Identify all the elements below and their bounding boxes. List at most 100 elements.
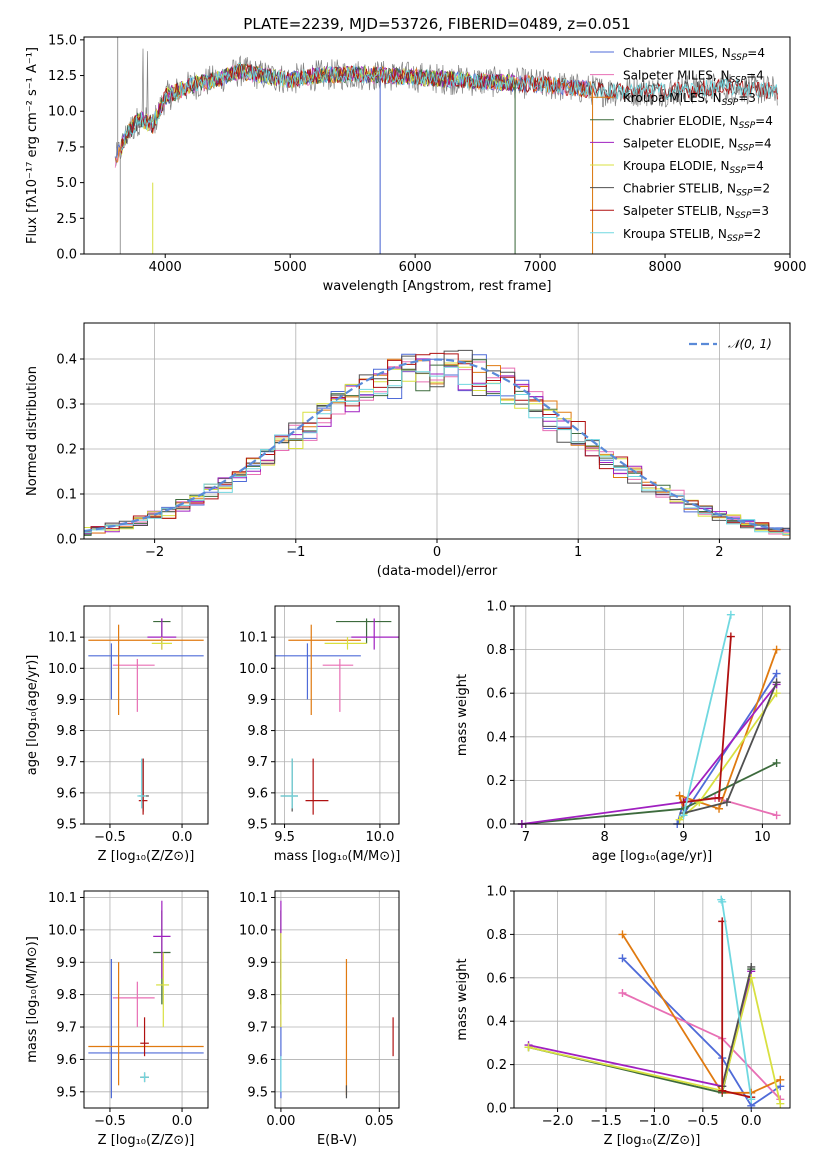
weight-marker <box>618 988 627 997</box>
errorbar-point <box>153 900 171 979</box>
y-tick-label: 0.6 <box>486 687 507 702</box>
x-tick-label: −1 <box>286 545 305 560</box>
weight-marker <box>715 804 724 813</box>
axes-frame <box>83 605 209 825</box>
y-tick-label: 2.5 <box>56 212 77 227</box>
y-tick-label: 9.6 <box>56 1053 77 1068</box>
spectrum-panel: 4000 5000 6000 7000 8000 9000 0.0 2.5 5.0 7.5 10.0… <box>25 33 807 294</box>
x-tick-label: 7 <box>522 830 530 845</box>
legend-label: Chabrier STELIB, NSSP=2 <box>623 182 770 199</box>
legend-label: Chabrier ELODIE, NSSP=4 <box>623 114 773 131</box>
weight-marker <box>675 815 684 824</box>
legend-label: Kroupa ELODIE, NSSP=4 <box>623 159 764 176</box>
y-axis-label: mass [log₁₀(M/M⊙)] <box>25 936 40 1063</box>
y-axis-label: mass weight <box>455 958 470 1040</box>
y-tick-label: 0.0 <box>486 818 507 833</box>
normal-curve <box>84 358 790 533</box>
y-tick-label: 0.2 <box>486 1058 507 1073</box>
x-axis-label: (data-model)/error <box>377 564 498 579</box>
y-tick-label: 10.0 <box>48 662 77 677</box>
errorbar-point <box>140 1017 149 1057</box>
figure-title: PLATE=2239, MJD=53726, FIBERID=0489, z=0… <box>243 15 630 33</box>
x-axis-label: wavelength [Angstrom, rest frame] <box>323 279 552 294</box>
age_vs_Z-panel: −0.5 0.0 9.5 9.6 9.7 9.8 9.9 10.0 10.1 Z [log₁₀(Z… <box>25 605 209 864</box>
axes-frame <box>83 890 209 1109</box>
x-tick-label: 9 <box>679 830 687 845</box>
weight_vs_age-panel: 7 8 9 10 0.0 0.2 0.4 0.6 0.8 1.0 age [log₁₀(age/yr… <box>455 600 791 864</box>
x-tick-label: −1.5 <box>590 1114 622 1129</box>
errorbar-point <box>280 758 298 809</box>
axes-frame <box>274 890 400 1109</box>
weight-marker <box>772 669 781 678</box>
legend-label: Chabrier MILES, NSSP=4 <box>623 46 765 63</box>
y-tick-label: 9.9 <box>247 693 268 708</box>
errorbar-point <box>88 624 204 715</box>
y-tick-label: 9.5 <box>247 818 268 833</box>
x-tick-label: −0.5 <box>687 1114 719 1129</box>
errorbar-point <box>112 658 155 712</box>
x-axis-label: mass [log₁₀(M/M⊙)] <box>274 849 401 864</box>
x-tick-label: −2.0 <box>542 1114 574 1129</box>
errorbar-point <box>112 981 155 1028</box>
errorbar-point <box>275 643 361 700</box>
spectrum-legend: Chabrier MILES, NSSP=4 Salpeter MILES, NS… <box>590 46 773 244</box>
y-tick-label: 10.0 <box>48 923 77 938</box>
legend-label: Salpeter ELODIE, NSSP=4 <box>623 136 772 153</box>
x-tick-label: 9000 <box>773 260 806 275</box>
errorbar-point <box>88 962 204 1086</box>
errorbar-point <box>138 758 148 815</box>
y-tick-label: 9.8 <box>247 988 268 1003</box>
y-tick-label: 9.5 <box>56 1085 77 1100</box>
y-axis-label: age [log₁₀(age/yr)] <box>25 655 40 776</box>
weight-series <box>721 966 753 1087</box>
y-tick-label: 9.8 <box>56 724 77 739</box>
y-tick-label: 10.1 <box>48 631 77 646</box>
x-tick-label: 9.5 <box>274 830 295 845</box>
model-spectrum-kroupa-stelib <box>121 62 778 151</box>
weight-series <box>528 977 782 1104</box>
x-tick-label: 2 <box>715 545 723 560</box>
weight-marker <box>722 798 731 807</box>
weight-marker <box>618 954 627 963</box>
errorbar-point <box>156 952 170 1028</box>
y-tick-label: 10.1 <box>239 631 268 646</box>
weight-marker <box>747 1095 756 1104</box>
model-spectrum-salpeter-stelib <box>121 63 778 154</box>
mass_vs_ebv-panel: 0.00 0.05 9.5 9.6 9.7 9.8 9.9 10.0 10.1 E(B-V) <box>239 890 400 1148</box>
x-tick-label: 0.0 <box>172 1114 193 1129</box>
y-tick-label: 12.5 <box>48 69 77 84</box>
y-tick-label: 0.4 <box>56 353 77 368</box>
spectrum-lines <box>114 37 778 254</box>
x-tick-label: −0.5 <box>94 1114 126 1129</box>
y-tick-label: 0.0 <box>56 533 77 548</box>
y-tick-label: 9.6 <box>56 786 77 801</box>
y-tick-label: 0.0 <box>56 248 77 263</box>
y-tick-label: 9.7 <box>56 1021 77 1036</box>
y-tick-label: 0.8 <box>486 643 507 658</box>
weight-marker <box>772 758 781 767</box>
y-tick-label: 9.8 <box>56 988 77 1003</box>
y-tick-label: 0.4 <box>486 1015 507 1030</box>
y-tick-label: 9.5 <box>247 1085 268 1100</box>
weight-marker <box>718 1086 727 1095</box>
y-tick-label: 15.0 <box>48 33 77 48</box>
y-tick-label: 0.3 <box>56 398 77 413</box>
y-tick-label: 10.0 <box>48 105 77 120</box>
weight-marker <box>776 1075 785 1084</box>
errorbar-point <box>88 643 204 700</box>
x-tick-label: −2 <box>145 545 164 560</box>
axes-frame <box>83 322 791 540</box>
y-axis-label: mass weight <box>455 674 470 756</box>
y-tick-label: 7.5 <box>56 140 77 155</box>
x-tick-label: 8 <box>601 830 609 845</box>
x-axis-label: Z [log₁₀(Z/Z⊙)] <box>98 849 195 864</box>
y-tick-label: 9.9 <box>247 956 268 971</box>
weight_vs_Z-panel: −2.0 −1.5 −1.0 −0.5 0.0 0.0 0.2 0.4 0.6 0.8 1.0 Z [… <box>455 885 791 1148</box>
x-tick-label: 5000 <box>274 260 307 275</box>
weight-series <box>682 614 732 816</box>
y-tick-label: 0.0 <box>486 1102 507 1117</box>
x-tick-label: −1.0 <box>639 1114 671 1129</box>
weight-marker <box>524 1043 533 1052</box>
residuals-panel: −2 −1 0 1 2 0.0 0.1 0.2 0.3 0.4 (data-model)/error… <box>25 322 791 579</box>
weight-marker <box>618 930 627 939</box>
